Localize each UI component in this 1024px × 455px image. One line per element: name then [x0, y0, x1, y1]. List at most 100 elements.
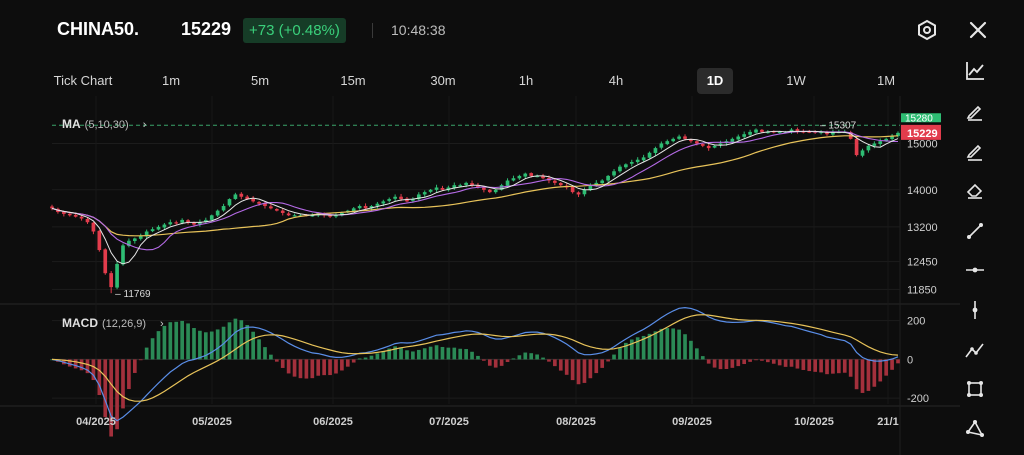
- macd-histogram-bar: [269, 354, 273, 360]
- macd-histogram-bar: [411, 351, 415, 360]
- timeframe-bar: Tick Chart 1m 5m 15m 30m 1h 4h 1D 1W 1M: [40, 68, 920, 94]
- macd-histogram-bar: [393, 346, 397, 360]
- timeframe-5m[interactable]: 5m: [250, 73, 270, 88]
- macd-histogram-bar: [174, 321, 179, 360]
- timeframe-1w[interactable]: 1W: [786, 73, 806, 88]
- time-tick-label: 09/2025: [672, 416, 712, 428]
- macd-indicator-label[interactable]: MACD (12,26,9) ›: [62, 316, 164, 330]
- hexagon-settings-icon[interactable]: [915, 18, 939, 42]
- chart-area[interactable]: 15000 14000 13200 12450 11850 200 0 -200 04/2025…: [0, 96, 960, 455]
- candle-body: [718, 143, 723, 146]
- candle-body: [795, 129, 800, 132]
- candle-body: [269, 206, 273, 209]
- polyline-icon[interactable]: [961, 336, 989, 364]
- macd-histogram-bar: [310, 359, 315, 379]
- candle-body: [180, 219, 184, 223]
- macd-histogram-bar: [831, 359, 835, 374]
- macd-tick-label: 0: [907, 354, 913, 366]
- candle-body: [257, 202, 261, 204]
- macd-histogram-bar: [872, 359, 877, 387]
- timeframe-1d[interactable]: 1D: [697, 68, 733, 94]
- timeframe-15m[interactable]: 15m: [340, 73, 366, 88]
- macd-histogram-bar: [464, 349, 468, 360]
- macd-histogram-bar: [671, 328, 676, 360]
- eraser-icon[interactable]: [961, 176, 989, 204]
- macd-histogram-bar: [505, 359, 510, 362]
- candle-body: [292, 215, 297, 217]
- candle-body: [221, 206, 226, 211]
- timeframe-1m[interactable]: 1m: [161, 73, 181, 88]
- price-chart-svg[interactable]: 15000 14000 13200 12450 11850 200 0 -200 04/2025…: [0, 96, 960, 455]
- vertical-line-icon[interactable]: [961, 296, 989, 324]
- chart-grid: [0, 96, 960, 455]
- timeframe-30m[interactable]: 30m: [430, 73, 456, 88]
- candle-body: [553, 180, 557, 183]
- macd-histogram-bar: [304, 359, 309, 379]
- macd-histogram-bar: [215, 329, 220, 360]
- macd-histogram-bar: [860, 359, 865, 393]
- macd-histogram-bar: [209, 331, 214, 360]
- macd-histogram-bar: [499, 359, 504, 366]
- candle-body: [517, 175, 522, 179]
- trend-line-chart-icon[interactable]: [961, 57, 989, 85]
- candle-body: [831, 131, 835, 135]
- drawing-toolbar: [955, 56, 995, 455]
- macd-histogram-bar: [192, 328, 196, 360]
- macd-histogram-bar: [286, 359, 291, 374]
- candle-body: [878, 141, 883, 145]
- macd-histogram-bar: [606, 359, 610, 362]
- macd-histogram-bar: [641, 335, 646, 360]
- period-low-label: – 11769: [115, 289, 151, 300]
- time-tick-label: 05/2025: [192, 416, 232, 428]
- timeframe-tick-chart[interactable]: Tick Chart: [53, 73, 113, 88]
- close-icon[interactable]: [966, 18, 990, 42]
- macd-histogram-bar: [783, 359, 788, 367]
- pencil-alt-icon[interactable]: [961, 137, 989, 165]
- macd-histogram-bar: [227, 322, 232, 360]
- ma5-line: [51, 130, 899, 265]
- candle-body: [251, 198, 255, 202]
- timeframe-1mo[interactable]: 1M: [876, 73, 896, 88]
- candle-body: [458, 185, 463, 187]
- timeframe-1h[interactable]: 1h: [518, 73, 534, 88]
- ray-line-icon[interactable]: [961, 217, 989, 245]
- macd-histogram-bar: [233, 318, 238, 360]
- time-tick-label: 21/1: [877, 416, 898, 428]
- timeframe-4h[interactable]: 4h: [608, 73, 624, 88]
- macd-line: [51, 306, 899, 422]
- macd-histogram-bar: [647, 333, 652, 360]
- horizontal-line-icon[interactable]: [961, 256, 989, 284]
- candle-body: [127, 240, 131, 246]
- macd-histogram-bar: [381, 350, 386, 360]
- candle-body: [683, 136, 687, 139]
- macd-histogram-bar: [458, 348, 463, 360]
- candle-body: [245, 196, 250, 200]
- price-tick-label: 12450: [907, 257, 938, 269]
- candle-body: [558, 182, 563, 186]
- macd-histogram-bar: [316, 359, 321, 376]
- macd-layer: [50, 306, 900, 437]
- candle-body: [85, 219, 90, 223]
- ma-indicator-label[interactable]: MA (5,10,30) ›: [62, 117, 146, 131]
- candle-body: [653, 148, 658, 153]
- macd-histogram-bar: [541, 357, 545, 360]
- candle-body: [156, 226, 161, 230]
- macd-chevron-icon[interactable]: ›: [160, 318, 164, 330]
- candle-body: [280, 210, 285, 213]
- ma30-line: [51, 135, 899, 237]
- candle-body: [647, 152, 652, 158]
- candle-body: [393, 196, 397, 199]
- ma-chevron-icon[interactable]: ›: [142, 119, 147, 131]
- candle-body: [91, 222, 96, 232]
- ma-lines-layer: [51, 130, 899, 265]
- candle-body: [541, 175, 545, 179]
- candle-body: [470, 183, 474, 186]
- candle-body: [263, 203, 267, 207]
- candle-body: [700, 144, 705, 146]
- triangle-icon[interactable]: [961, 415, 989, 443]
- chart-header: CHINA50. 15229 +73 (+0.48%) 10:48:38: [0, 0, 1024, 62]
- candle-body: [635, 159, 640, 163]
- pencil-icon[interactable]: [961, 97, 989, 125]
- candle-body: [286, 213, 291, 216]
- rectangle-icon[interactable]: [961, 375, 989, 403]
